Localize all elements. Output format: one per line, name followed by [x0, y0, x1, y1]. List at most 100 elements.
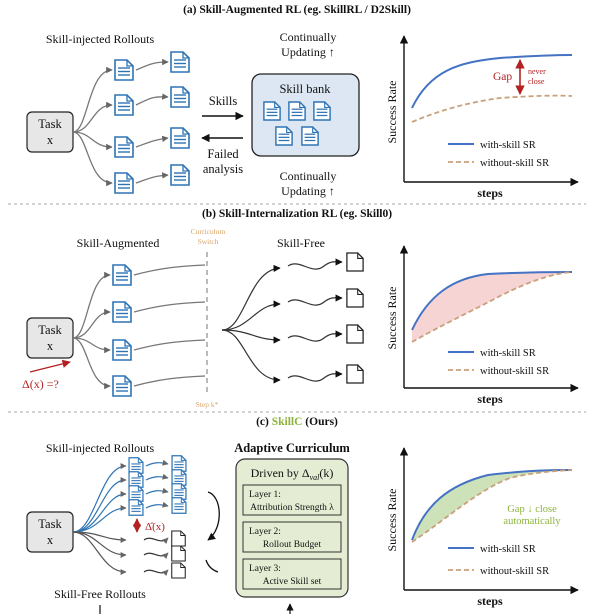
doc-icon: [112, 375, 132, 397]
panel-b-curriculum-line1: Curriculum: [191, 227, 226, 236]
doc-icon: [128, 485, 144, 502]
skillc-name: SkillC: [272, 416, 303, 428]
bracket-arrow-in: [207, 491, 220, 541]
doc-icon: [114, 136, 134, 158]
panel-c-legend-with: with-skill SR: [480, 544, 536, 555]
panel-c-branches: [72, 459, 169, 576]
layer-3-line1: Layer 3:: [249, 564, 281, 574]
panel-a-task-line1: Task: [38, 117, 62, 131]
panel-a-task-line2: x: [47, 133, 54, 147]
layer-2-box: [242, 521, 342, 553]
page-icon: [346, 252, 364, 272]
without-skill-line: [411, 271, 573, 343]
with-skill-line: [411, 271, 573, 331]
bracket-arrow-out: [205, 559, 219, 573]
skill-bank-label: Skill bank: [279, 82, 331, 96]
panel-b-title: (b) Skill-Internalization RL (eg. Skill0…: [202, 208, 392, 220]
panel-a-never-line1: never: [528, 67, 546, 76]
page-icon: [346, 324, 364, 344]
doc-icon: [112, 301, 132, 323]
panel-a-ylabel: Success Rate: [385, 81, 399, 144]
panel-c-ylabel: Success Rate: [385, 489, 399, 552]
panel-a-legend-without: without-skill SR: [480, 158, 549, 169]
doc-icon: [171, 483, 187, 500]
panel-b-legend-without: without-skill SR: [480, 366, 549, 377]
page-icon: [171, 562, 186, 579]
panel-b-xlabel: steps: [477, 392, 503, 406]
delta-arrow: [29, 359, 71, 373]
panel-c-xlabel: steps: [477, 594, 503, 608]
panel-a-never-line2: close: [528, 77, 545, 86]
panel-a: (a) Skill-Augmented RL (eg. SkillRL / D2…: [26, 4, 579, 200]
panel-b-branches: [72, 264, 206, 390]
page-icon: [346, 288, 364, 308]
panel-b-step-k: Step k*: [196, 400, 219, 409]
doc-icon: [170, 164, 190, 186]
layer-1-box: [242, 484, 342, 516]
panel-b-legend-with: with-skill SR: [480, 348, 536, 359]
panel-a-skills-label: Skills: [209, 94, 238, 108]
layer-1-line1: Layer 1:: [249, 490, 281, 500]
with-skill-line: [411, 54, 573, 109]
page-icon: [346, 364, 364, 384]
driven-by: Driven by Δval(k): [251, 466, 334, 482]
panel-a-rollouts-label: Skill-injected Rollouts: [46, 32, 155, 46]
panel-a-xlabel: steps: [477, 186, 503, 200]
panel-b-chart: Success Rate steps with-skill SR without…: [385, 245, 579, 406]
panel-b: (b) Skill-Internalization RL (eg. Skill0…: [22, 208, 579, 409]
panel-b-curriculum-line2: Switch: [198, 237, 219, 246]
panel-a-failed-line1: Failed: [207, 147, 239, 161]
panel-a-updating-bottom-line2: Updating ↑: [281, 184, 335, 198]
doc-icon: [128, 457, 144, 474]
panel-b-skill-free: Skill-Free: [277, 236, 325, 250]
panel-c-title: (c) SkillC (Ours): [256, 416, 338, 428]
doc-icon: [301, 126, 319, 146]
layer-3-line2: Active Skill set: [263, 577, 322, 587]
panel-a-updating-top-line2: Updating ↑: [281, 45, 335, 59]
gap-area: [412, 272, 572, 342]
panel-b-delta: Δ(x) =?: [22, 377, 59, 391]
panel-a-updating-top-line1: Continually: [280, 30, 337, 44]
doc-icon: [263, 101, 281, 121]
layer-1-line2: Attribution Strength λ: [250, 503, 334, 513]
panel-b-task-line2: x: [47, 339, 54, 353]
doc-icon: [114, 172, 134, 194]
panel-b-skill-augmented: Skill-Augmented: [77, 236, 160, 250]
panel-c-task-line2: x: [47, 533, 54, 547]
doc-icon: [114, 59, 134, 81]
panel-a-branches: [72, 58, 169, 187]
panel-a-failed-line2: analysis: [203, 162, 243, 176]
doc-icon: [170, 51, 190, 73]
doc-icon: [128, 499, 144, 516]
doc-icon: [288, 101, 306, 121]
panel-a-title: (a) Skill-Augmented RL (eg. SkillRL / D2…: [183, 4, 411, 16]
panel-c-skill-free-label: Skill-Free Rollouts: [54, 587, 146, 601]
layer-2-line1: Layer 2:: [249, 527, 281, 537]
doc-icon: [170, 127, 190, 149]
layer-3-box: [242, 558, 342, 590]
panel-a-updating-bottom-line1: Continually: [280, 169, 337, 183]
doc-icon: [171, 469, 187, 486]
panel-a-gap: Gap: [493, 71, 512, 83]
without-skill-line: [411, 94, 573, 123]
page-icon: [171, 530, 186, 547]
panel-c-legend-without: without-skill SR: [480, 566, 549, 577]
doc-icon: [313, 101, 331, 121]
layer-2-line2: Rollout Budget: [263, 540, 322, 550]
panel-c-task-line1: Task: [38, 517, 62, 531]
panel-c-delta-hat: Δ̂(x): [145, 521, 165, 533]
without-skill-line: [411, 469, 573, 543]
panel-c-chart: Success Rate steps Gap ↓ close automatic…: [385, 447, 579, 608]
doc-icon: [112, 339, 132, 361]
panel-c: (c) SkillC (Ours) Skill-injected Rollout…: [26, 416, 579, 614]
with-skill-line: [411, 469, 573, 541]
doc-icon: [171, 455, 187, 472]
panel-c-gap-line1: Gap ↓ close: [507, 504, 557, 515]
doc-icon: [128, 471, 144, 488]
adaptive-title: Adaptive Curriculum: [234, 441, 350, 455]
doc-icon: [171, 497, 187, 514]
page-icon: [171, 545, 186, 562]
panel-b-task-line1: Task: [38, 323, 62, 337]
doc-icon: [114, 94, 134, 116]
